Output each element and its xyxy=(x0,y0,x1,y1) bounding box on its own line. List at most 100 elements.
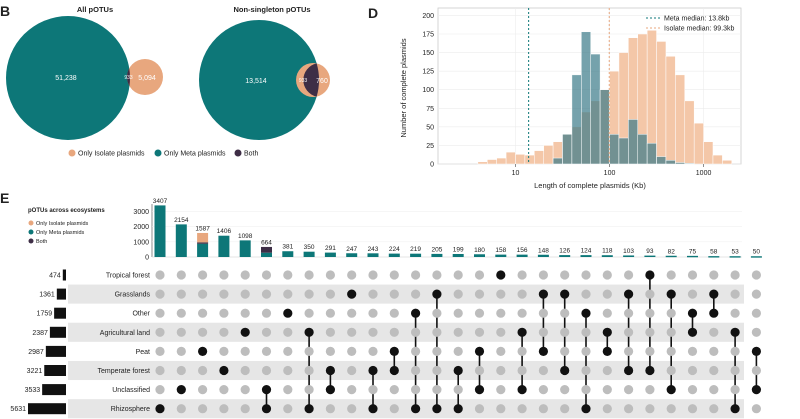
upset-bar-both xyxy=(197,242,209,244)
upset-bar-meta xyxy=(687,255,698,258)
upset-matrix-dot-inactive xyxy=(496,404,506,414)
upset-bar-value-label: 1587 xyxy=(195,225,210,232)
upset-bar-meta xyxy=(218,235,230,257)
upset-matrix-dot-inactive xyxy=(389,289,399,299)
upset-matrix-dot-inactive xyxy=(198,365,208,376)
upset-matrix-dot-inactive xyxy=(283,327,293,337)
upset-set-size-label: 2987 xyxy=(28,349,44,356)
upset-matrix-dot-active xyxy=(751,346,762,356)
upset-matrix-dot-inactive xyxy=(645,308,655,318)
histogram-bar-meta xyxy=(628,119,638,165)
upset-matrix-dot-inactive xyxy=(389,327,399,337)
upset-bar-meta xyxy=(559,255,571,257)
upset-matrix-dot-inactive xyxy=(240,365,250,376)
upset-matrix-dot-inactive xyxy=(411,270,421,280)
upset-legend-isolate-swatch xyxy=(28,220,34,226)
upset-set-size-bar xyxy=(49,326,66,338)
upset-matrix-dot-inactive xyxy=(645,404,655,414)
histogram-y-tick-label: 0 xyxy=(430,162,434,169)
upset-matrix-dot-inactive xyxy=(687,270,698,280)
venn-nonsingleton-isolate-count: 760 xyxy=(316,78,328,85)
upset-matrix-dot-inactive xyxy=(389,308,399,318)
upset-matrix-dot-active xyxy=(411,404,421,414)
histogram-bar-meta xyxy=(581,31,591,165)
upset-matrix-dot-active xyxy=(432,289,442,299)
histogram-bar-isolate xyxy=(543,145,554,165)
upset-bar-meta xyxy=(261,252,272,257)
legend-isolate-median-label: Isolate median: 99.3kb xyxy=(664,26,735,33)
upset-matrix-dot-inactive xyxy=(730,308,740,318)
upset-matrix-dot-inactive xyxy=(560,327,570,337)
venn-legend: Only Isolate plasmids Only Meta plasmids… xyxy=(68,149,259,158)
upset-matrix-dot-inactive xyxy=(474,404,485,414)
upset-matrix-dot-active xyxy=(411,308,421,318)
upset-matrix-dot-inactive xyxy=(560,385,570,395)
histogram-bar-isolate xyxy=(534,150,544,165)
upset-matrix-dot-active xyxy=(687,327,698,337)
histogram-bar-isolate xyxy=(665,56,676,165)
upset-matrix-dot-inactive xyxy=(453,346,463,356)
upset-bar-isolate xyxy=(197,232,209,243)
upset-set-size-bar xyxy=(28,403,66,415)
upset-matrix-dot-inactive xyxy=(261,289,272,299)
upset-matrix-dot-inactive xyxy=(240,404,250,414)
histogram-x-tick-label: 10 xyxy=(512,170,520,177)
upset-matrix-dot-inactive xyxy=(709,327,719,337)
upset-matrix-dot-inactive xyxy=(219,346,229,356)
upset-matrix-dot-inactive xyxy=(709,346,719,356)
upset-set-size-label: 5631 xyxy=(10,406,26,413)
upset-matrix-dot-active xyxy=(389,346,399,356)
upset-matrix-dot-inactive xyxy=(517,404,527,414)
histogram-bar-isolate xyxy=(684,100,695,165)
histogram-bars xyxy=(477,30,733,165)
upset-matrix-dot-inactive xyxy=(666,365,676,376)
upset-set-size-label: 474 xyxy=(49,273,61,280)
histogram-bar-isolate xyxy=(693,122,704,165)
upset-bar-value-label: 664 xyxy=(261,239,272,246)
upset-matrix-dot-inactive xyxy=(240,385,250,395)
upset-matrix-dot-inactive xyxy=(496,327,506,337)
upset-set-size-label: 3221 xyxy=(27,368,43,375)
upset-matrix-dot-active xyxy=(709,308,719,318)
upset-matrix-dot-inactive xyxy=(198,289,208,299)
upset-bar-value-label: 53 xyxy=(731,249,739,256)
upset-bar-meta xyxy=(367,253,379,257)
upset-matrix-dot-active xyxy=(560,289,570,299)
upset-matrix-dot-active xyxy=(602,327,612,337)
upset-matrix-dot-inactive xyxy=(560,404,570,414)
upset-legend-isolate-label: Only Isolate plasmids xyxy=(36,221,89,227)
upset-matrix-dot-inactive xyxy=(474,270,485,280)
upset-matrix-dot-inactive xyxy=(581,346,591,356)
histogram-bar-isolate xyxy=(496,157,507,165)
upset-matrix-dot-inactive xyxy=(219,327,229,337)
upset-matrix-dot-inactive xyxy=(581,385,591,395)
upset-matrix-dot-inactive xyxy=(751,308,762,318)
upset-matrix-dot-inactive xyxy=(687,365,698,376)
upset-matrix-dot-inactive xyxy=(176,346,186,356)
upset-matrix-dot-inactive xyxy=(453,385,463,395)
upset-bar-value-label: 75 xyxy=(689,248,697,255)
venn-nonsingleton-pOTUs: Non-singleton pOTUs 13,514 760 933 xyxy=(199,5,330,140)
upset-bar-value-label: 118 xyxy=(602,248,613,255)
venn-all-title: All pOTUs xyxy=(77,5,113,14)
upset-matrix-dot-inactive xyxy=(602,289,612,299)
upset-set-size-bar xyxy=(45,345,66,357)
histogram-bar-isolate xyxy=(675,74,686,165)
upset-matrix-dot-inactive xyxy=(176,327,186,337)
upset-bar-meta xyxy=(282,251,294,257)
histogram-y-tick-label: 150 xyxy=(422,50,434,57)
upset-matrix-dot-inactive xyxy=(624,308,634,318)
upset-set-label: Temperate forest xyxy=(97,368,150,375)
upset-matrix-dot-active xyxy=(325,385,335,395)
panel-label-d: D xyxy=(368,5,378,21)
upset-matrix-dot-active xyxy=(325,365,335,376)
upset-matrix-dot-active xyxy=(261,385,272,395)
upset-bar-meta xyxy=(154,205,166,257)
upset-bar-value-label: 2154 xyxy=(174,217,189,224)
upset-matrix-dot-inactive xyxy=(219,385,229,395)
upset-bar-meta xyxy=(601,255,613,257)
upset-matrix-dot-active xyxy=(368,404,378,414)
upset-row-bands xyxy=(68,284,744,419)
upset-matrix-dot-active xyxy=(709,289,719,299)
upset-matrix-dot-inactive xyxy=(645,346,655,356)
